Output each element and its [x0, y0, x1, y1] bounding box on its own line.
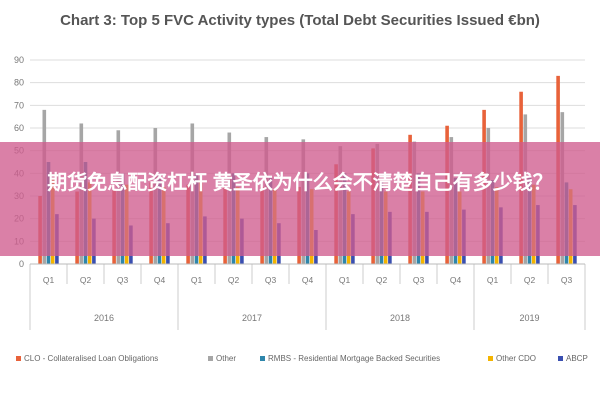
- y-tick-label: 0: [19, 259, 24, 269]
- chart-title: Chart 3: Top 5 FVC Activity types (Total…: [60, 12, 540, 29]
- x-tick-label: Q2: [524, 275, 536, 285]
- legend-label: ABCP: [566, 354, 588, 363]
- x-tick-label: Q3: [413, 275, 425, 285]
- x-axis-ticks: Q1 Q2 Q3 Q4 Q1 Q2 Q3 Q4 Q1 Q2 Q3 Q4 Q1 Q2 Q3: [29, 263, 586, 285]
- x-tick-label: Q1: [43, 275, 55, 285]
- x-tick-label: Q3: [117, 275, 129, 285]
- x-tick-label: Q4: [154, 275, 166, 285]
- x-tick-label: Q1: [191, 275, 203, 285]
- x-tick-label: Q2: [228, 275, 240, 285]
- year-group-label: 2017: [242, 313, 262, 323]
- x-tick-label: Q1: [487, 275, 499, 285]
- x-tick-label: Q4: [450, 275, 462, 285]
- year-groups: 2016 2017 2018 2019: [29, 284, 586, 330]
- x-tick-label: Q3: [561, 275, 573, 285]
- legend-label: CLO - Collateralised Loan Obligations: [24, 354, 158, 363]
- year-group-label: 2019: [519, 313, 539, 323]
- year-group-label: 2016: [94, 313, 114, 323]
- x-tick-label: Q4: [302, 275, 314, 285]
- overlay-caption: 期货免息配资杠杆 黄圣依为什么会不清楚自己有多少钱？: [47, 172, 553, 194]
- y-tick-label: 70: [14, 100, 24, 110]
- text-overlay-band: [0, 142, 600, 256]
- year-group-label: 2018: [390, 313, 410, 323]
- y-tick-label: 90: [14, 55, 24, 65]
- legend-label: RMBS - Residential Mortgage Backed Secur…: [268, 354, 440, 363]
- legend-swatch-3: [260, 356, 265, 361]
- x-tick-label: Q2: [376, 275, 388, 285]
- y-tick-label: 80: [14, 78, 24, 88]
- x-tick-label: Q3: [265, 275, 277, 285]
- y-tick-label: 60: [14, 123, 24, 133]
- legend-label: Other CDO: [496, 354, 536, 363]
- legend: CLO - Collateralised Loan Obligations Oth…: [16, 354, 588, 363]
- legend-swatch-1: [16, 356, 21, 361]
- legend-label: Other: [216, 354, 236, 363]
- legend-swatch-5: [558, 356, 563, 361]
- x-tick-label: Q2: [80, 275, 92, 285]
- legend-swatch-4: [488, 356, 493, 361]
- legend-swatch-2: [208, 356, 213, 361]
- x-tick-label: Q1: [339, 275, 351, 285]
